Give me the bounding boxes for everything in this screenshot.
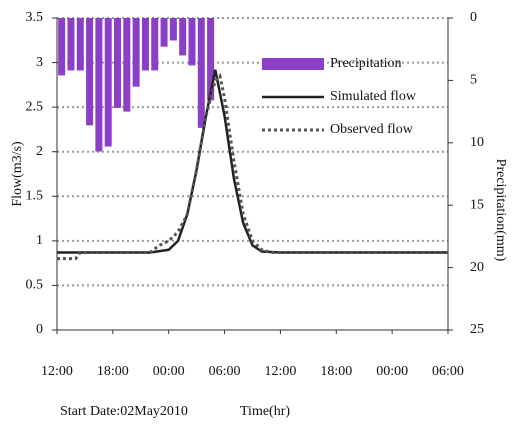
precipitation-bar (132, 18, 140, 87)
x-tick-label: 00:00 (153, 364, 185, 379)
legend-label: Precipitation (330, 56, 402, 71)
precipitation-bar (197, 18, 205, 128)
precipitation-bar (179, 18, 187, 56)
y-tick-label: 1.5 (26, 189, 44, 204)
y-tick-label: 0 (36, 322, 43, 337)
y-tick-label: 3 (36, 55, 43, 70)
y2-tick-label: 25 (470, 322, 484, 337)
x-tick-label: 06:00 (432, 364, 464, 379)
y-tick-label: 2 (36, 144, 43, 159)
x-tick-label: 12:00 (264, 364, 296, 379)
legend-label: Simulated flow (330, 89, 417, 104)
precipitation-bar (86, 18, 94, 126)
y2-tick-label: 0 (470, 10, 477, 25)
precipitation-bar (104, 18, 112, 147)
precipitation-bar (141, 18, 149, 71)
precipitation-bar (188, 18, 196, 66)
precipitation-bar (67, 18, 75, 71)
precipitation-bar (76, 18, 84, 71)
x-tick-label: 00:00 (376, 364, 408, 379)
y-tick-label: 3.5 (26, 10, 44, 25)
y2-tick-label: 20 (470, 260, 484, 275)
precipitation-bar (207, 18, 215, 101)
flow-line (57, 72, 448, 261)
precipitation-bar (95, 18, 103, 152)
legend-swatch (262, 58, 324, 70)
y-tick-label: 2.5 (26, 99, 44, 114)
precipitation-bar (123, 18, 131, 112)
y-axis-title: Flow(m3/s) (10, 141, 25, 207)
y2-tick-label: 10 (470, 135, 484, 150)
x-tick-label: 18:00 (97, 364, 129, 379)
precipitation-bar (114, 18, 122, 108)
y-tick-label: 0.5 (26, 278, 44, 293)
flow-line (57, 69, 448, 254)
x-tick-label: 12:00 (41, 364, 73, 379)
precipitation-bar (58, 18, 66, 76)
y-tick-label: 1 (36, 233, 43, 248)
start-date: Start Date:02May2010 (60, 404, 188, 419)
y2-tick-label: 15 (470, 197, 484, 212)
precipitation-bar (160, 18, 168, 47)
precipitation-bar (169, 18, 177, 41)
y2-axis-title: Precipitation(mm) (493, 159, 508, 262)
x-tick-label: 18:00 (320, 364, 352, 379)
precipitation-bar (151, 18, 159, 71)
legend-label: Observed flow (330, 122, 414, 137)
x-axis-title: Time(hr) (240, 404, 290, 419)
x-tick-label: 06:00 (209, 364, 241, 379)
y2-tick-label: 5 (470, 73, 477, 88)
